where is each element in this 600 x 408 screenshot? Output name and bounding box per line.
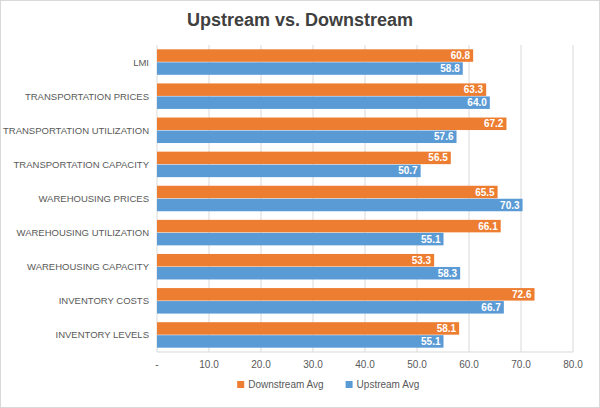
data-label: 57.6 [434,131,454,142]
bar [157,233,444,246]
tick-label: 10.0 [199,359,219,370]
bar [157,335,444,348]
grid [157,45,573,352]
category-label: WAREHOUSING CAPACITY [27,261,150,272]
data-label: 50.7 [398,165,418,176]
legend-swatch [346,381,353,388]
grid-line [521,45,522,352]
legend-swatch [237,381,244,388]
category-label: INVENTORY COSTS [59,295,149,306]
data-label: 66.7 [481,302,501,313]
data-label: 58.1 [437,323,457,334]
grid-line [573,45,574,352]
tick-label: 20.0 [251,359,271,370]
bar [157,322,459,335]
bar [157,118,506,130]
category-label: INVENTORY LEVELS [56,329,149,340]
tick-label: 50.0 [407,359,427,370]
data-label: 67.2 [484,118,504,129]
bar [157,186,498,199]
title: Upstream vs. Downstream [187,10,413,30]
data-label: 56.5 [428,152,448,163]
data-labels: 60.8 58.8 63.3 64.0 67.2 57.6 56.5 50.7 65.5 70.3… [398,50,532,347]
bar [157,83,486,96]
legend: Downstream Avg Upstream Avg [237,379,419,390]
data-label: 58.3 [438,268,458,279]
bar [157,199,523,212]
bar [157,254,434,267]
chart-border [1,1,600,408]
tick-label: 40.0 [355,359,375,370]
data-label: 72.6 [512,289,532,300]
axis-line [157,352,573,353]
category-label: WAREHOUSING PRICES [39,193,150,204]
bar [157,152,451,165]
category-label: TRANSPORTATION PRICES [25,91,149,102]
bar [157,267,460,280]
bar [157,131,457,144]
tick-label: - [155,359,158,370]
data-label: 58.8 [440,63,460,74]
bar [157,288,535,301]
category-label: WAREHOUSING UTILIZATION [17,227,150,238]
data-label: 64.0 [467,97,487,108]
bar [157,96,490,109]
data-label: 55.1 [421,234,441,245]
data-label: 70.3 [500,200,520,211]
category-label: TRANSPORTATION UTILIZATION [3,125,149,136]
category-label: LMI [133,57,149,68]
data-label: 60.8 [451,50,471,61]
bar [157,62,463,75]
tick-label: 60.0 [459,359,479,370]
bar [157,301,504,314]
chart: Upstream vs. Downstream - 10.0 20.0 30.0 40.0… [0,0,600,408]
legend-label: Upstream Avg [357,379,420,390]
data-label: 66.1 [478,221,498,232]
bar [157,165,421,178]
data-label: 53.3 [412,255,432,266]
data-label: 63.3 [464,84,484,95]
tick-label: 80.0 [563,359,583,370]
bar [157,220,501,233]
legend-label: Downstream Avg [248,379,323,390]
bar [157,49,473,62]
data-label: 55.1 [421,336,441,347]
category-label: TRANSPORTATION CAPACITY [14,159,150,170]
tick-label: 30.0 [303,359,323,370]
bars [157,49,535,347]
data-label: 65.5 [475,187,495,198]
tick-label: 70.0 [511,359,531,370]
